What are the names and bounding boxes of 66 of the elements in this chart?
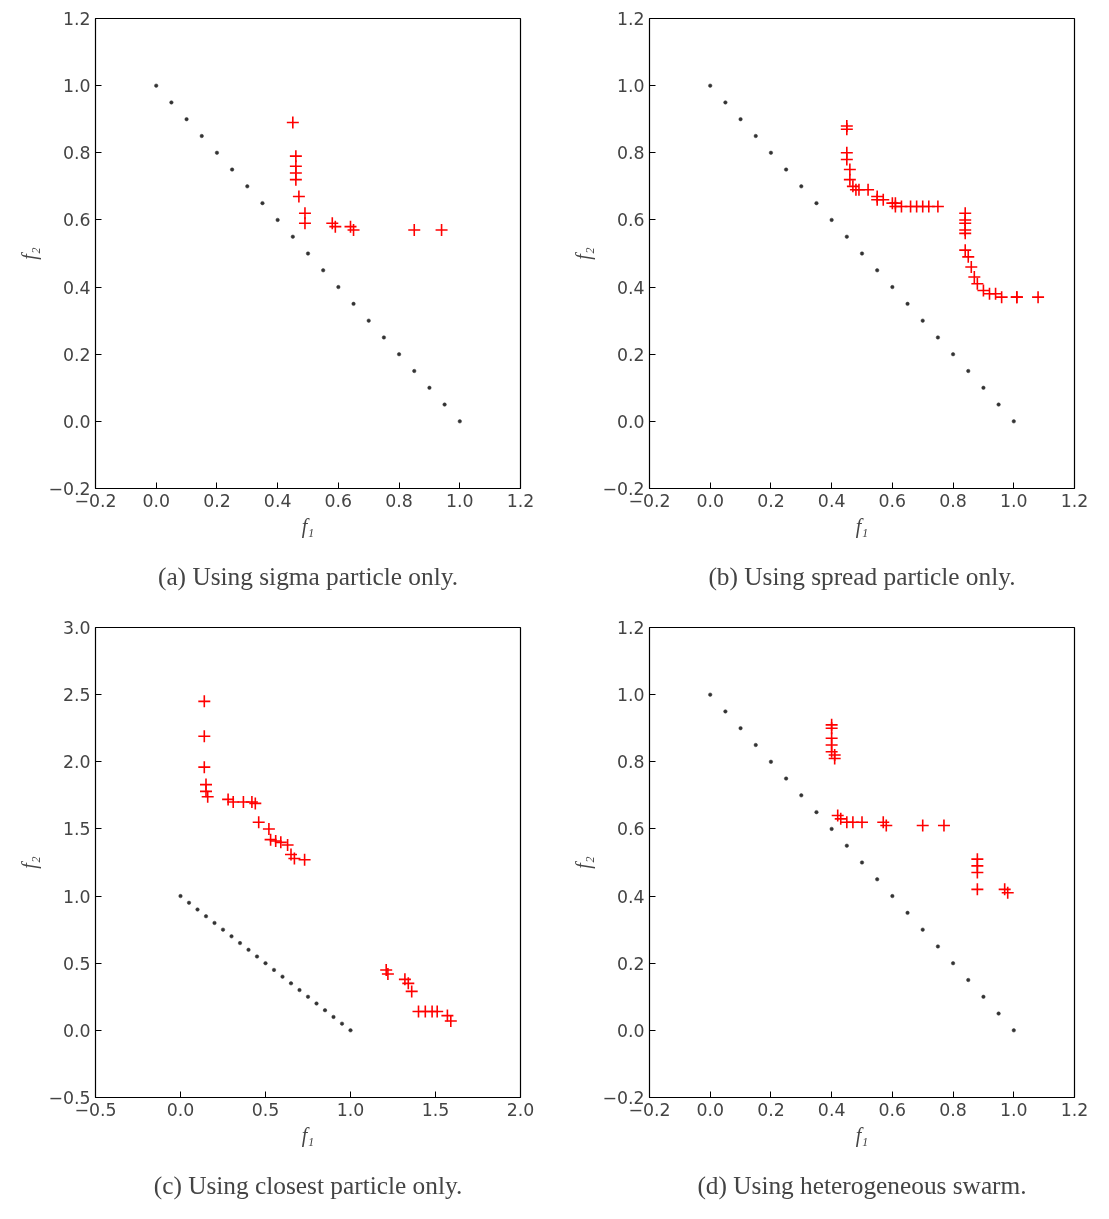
y-tick-label: 0.0	[62, 411, 91, 432]
y-tick-label: 0.4	[62, 277, 91, 298]
y-tick-label: 0.0	[62, 1020, 91, 1041]
x-tick-label: 0.0	[696, 1099, 724, 1120]
y-tick-label: 1.0	[62, 886, 91, 907]
y-tick-label: 0.5	[62, 953, 91, 974]
x-tick-label: 0.6	[878, 490, 907, 511]
y-tick-label: 0.6	[62, 210, 91, 231]
y-tick-label: 2.5	[62, 685, 91, 706]
y-tick-label: 0.2	[616, 344, 645, 365]
x-tick-label: 0.8	[385, 490, 413, 511]
y-tick-label: 0.0	[616, 411, 645, 432]
y-tick-label: 1.5	[62, 819, 91, 840]
y-axis-title: f₂	[18, 856, 42, 869]
y-tick-label: 0.8	[62, 143, 91, 164]
x-tick-label: 0.0	[142, 490, 170, 511]
y-axis-title: f₂	[18, 247, 42, 260]
y-tick-label: 0.2	[62, 344, 91, 365]
x-tick-label: 0.6	[878, 1099, 907, 1120]
y-tick-label: 0.6	[616, 819, 645, 840]
text: (d) Using heterogeneous swarm.	[697, 1170, 1027, 1200]
y-axis-title: f₂	[572, 247, 596, 260]
x-tick-label: 1.0	[1000, 490, 1028, 511]
y-tick-label: 1.0	[616, 76, 645, 97]
y-tick-label: 0.2	[616, 953, 645, 974]
x-tick-label: 1.0	[1000, 1099, 1028, 1120]
y-tick-label: 1.2	[62, 9, 91, 29]
x-tick-label: 0.2	[757, 490, 785, 511]
y-tick-label: 0.6	[616, 210, 645, 231]
x-tick-label: 1.2	[1060, 1099, 1089, 1120]
x-tick-label: 2.0	[506, 1099, 535, 1120]
x-tick-label: 0.6	[324, 490, 353, 511]
x-axis-title: f₁	[301, 1123, 315, 1147]
x-tick-label: 0.2	[757, 1099, 785, 1120]
x-tick-label: 1.0	[336, 1099, 365, 1120]
x-tick-label: 1.0	[446, 490, 474, 511]
text: (c) Using closest particle only.	[153, 1170, 463, 1200]
y-tick-label: 1.2	[616, 618, 645, 638]
x-tick-label: 0.8	[939, 490, 967, 511]
y-tick-label: 1.0	[616, 685, 645, 706]
text: (b) Using spread particle only.	[708, 561, 1016, 591]
y-tick-label: 0.0	[616, 1020, 645, 1041]
x-tick-label: 1.5	[421, 1099, 450, 1120]
x-tick-label: 0.4	[817, 490, 846, 511]
x-axis-title: f₁	[855, 1123, 869, 1147]
y-tick-label: 3.0	[62, 618, 91, 638]
y-tick-label: 0.8	[616, 143, 645, 164]
x-axis-title: f₁	[301, 514, 315, 538]
y-tick-label: 1.2	[616, 9, 645, 29]
x-tick-label: 0.0	[696, 490, 724, 511]
x-tick-label: 0.2	[203, 490, 231, 511]
y-tick-label: 2.0	[62, 752, 91, 773]
x-axis-title: f₁	[855, 514, 869, 538]
text: (a) Using sigma particle only.	[157, 561, 459, 591]
x-tick-label: 0.4	[817, 1099, 846, 1120]
x-tick-label: 0.0	[166, 1099, 195, 1120]
y-tick-label: 0.4	[616, 277, 645, 298]
y-tick-label: 0.8	[616, 752, 645, 773]
y-tick-label: 0.4	[616, 886, 645, 907]
y-axis-title: f₂	[572, 856, 596, 869]
x-tick-label: 1.2	[506, 490, 535, 511]
x-tick-label: 0.8	[939, 1099, 967, 1120]
x-tick-label: 0.5	[251, 1099, 280, 1120]
x-tick-label: 1.2	[1060, 490, 1089, 511]
y-tick-label: 1.0	[62, 76, 91, 97]
x-tick-label: 0.4	[263, 490, 292, 511]
